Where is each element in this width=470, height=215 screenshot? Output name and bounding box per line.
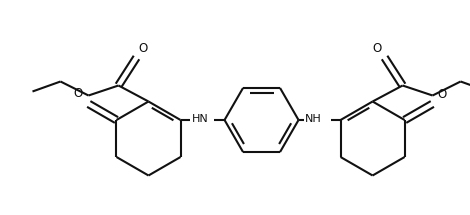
Text: HN: HN	[192, 114, 208, 124]
Text: O: O	[438, 88, 446, 101]
Text: NH: NH	[305, 114, 321, 124]
Text: O: O	[73, 87, 83, 100]
Text: O: O	[372, 41, 382, 54]
Text: O: O	[139, 41, 148, 54]
